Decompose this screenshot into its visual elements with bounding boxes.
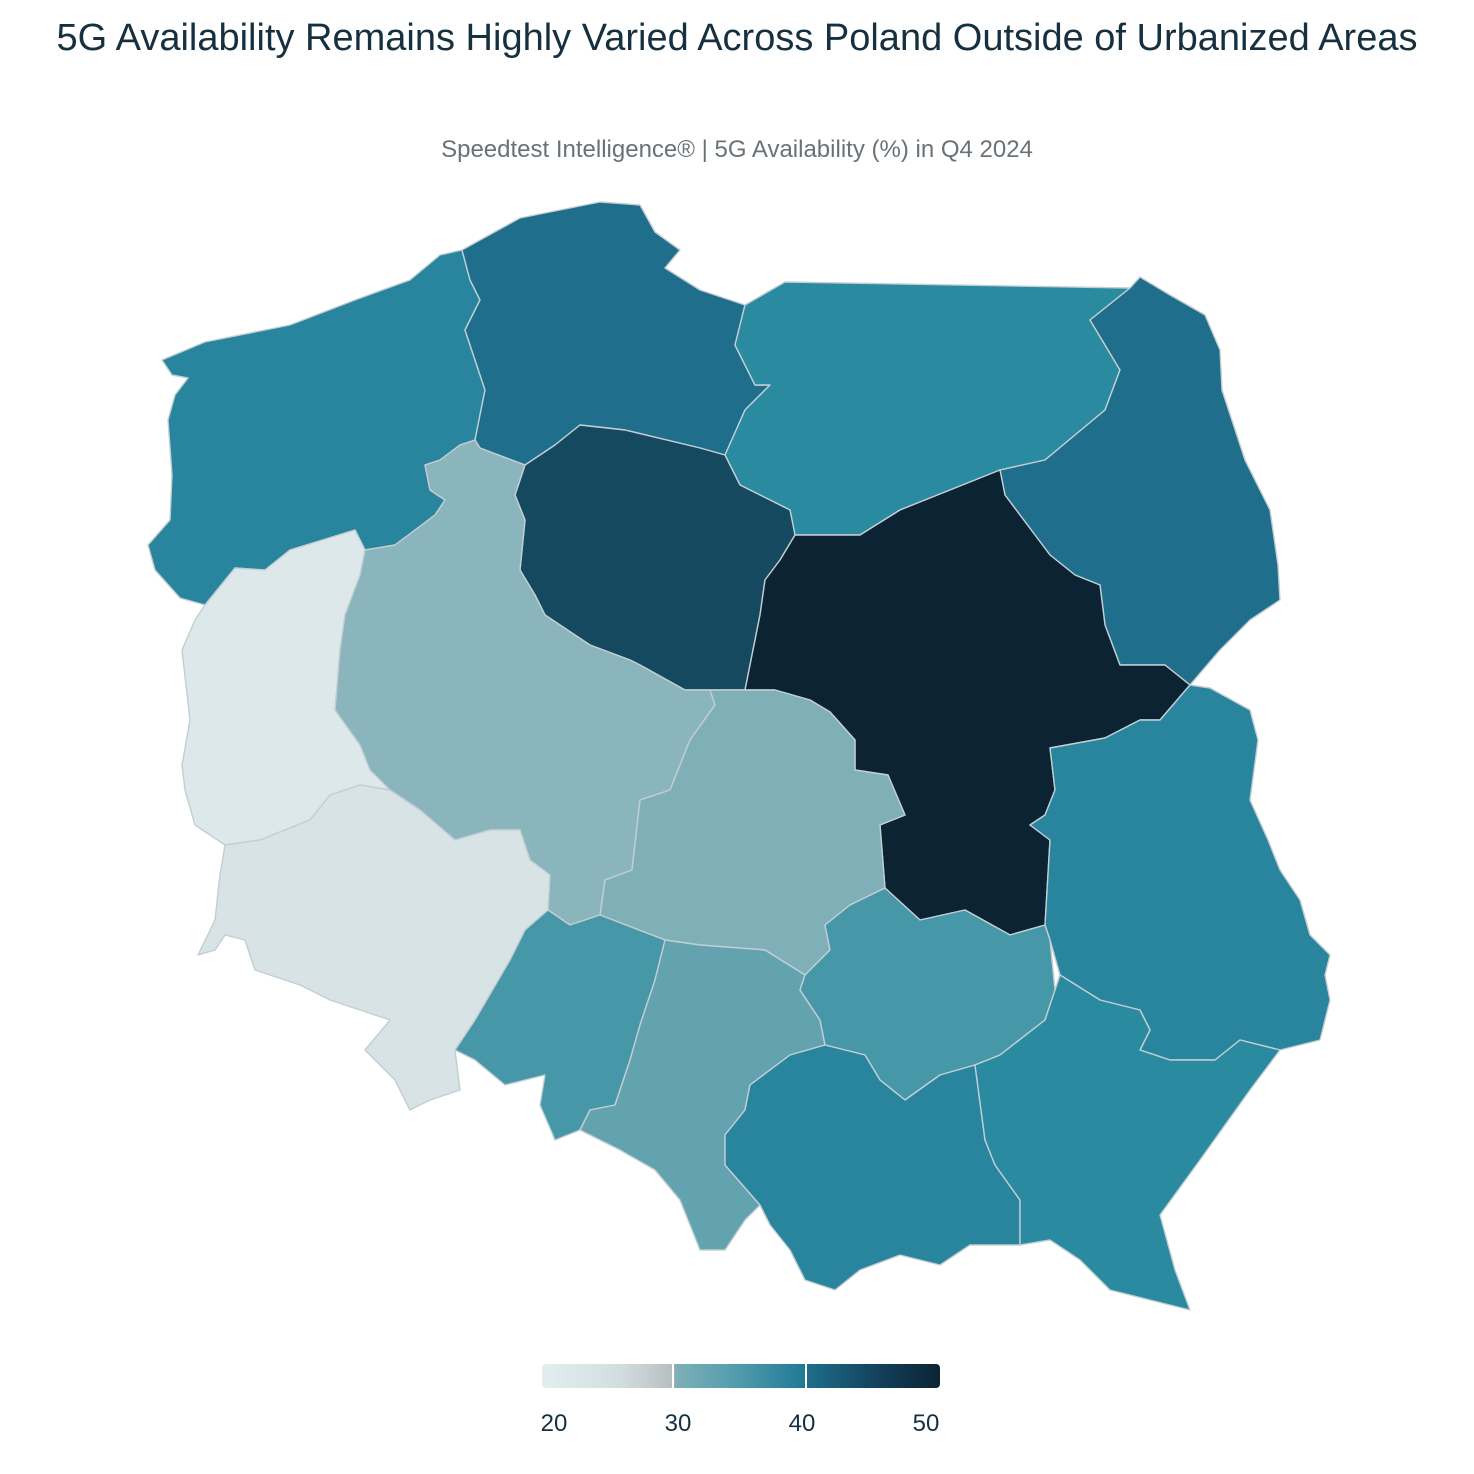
legend-tick-label: 50 — [913, 1410, 940, 1437]
region-dolnoslaskie[interactable] — [197, 784, 551, 1111]
legend-tick-label: 40 — [789, 1410, 816, 1437]
chart-subtitle: Speedtest Intelligence® | 5G Availabilit… — [441, 136, 1033, 163]
chart-title: 5G Availability Remains Highly Varied Ac… — [56, 17, 1418, 59]
colorbar — [542, 1364, 940, 1388]
region-podkarpackie[interactable] — [974, 974, 1281, 1311]
region-malopolskie[interactable] — [724, 1044, 1021, 1291]
region-pomorskie[interactable] — [461, 201, 771, 466]
legend-tick-label: 30 — [665, 1410, 692, 1437]
color-legend: 20 30 40 50 — [541, 1364, 940, 1437]
legend-tick-label: 20 — [541, 1410, 568, 1437]
